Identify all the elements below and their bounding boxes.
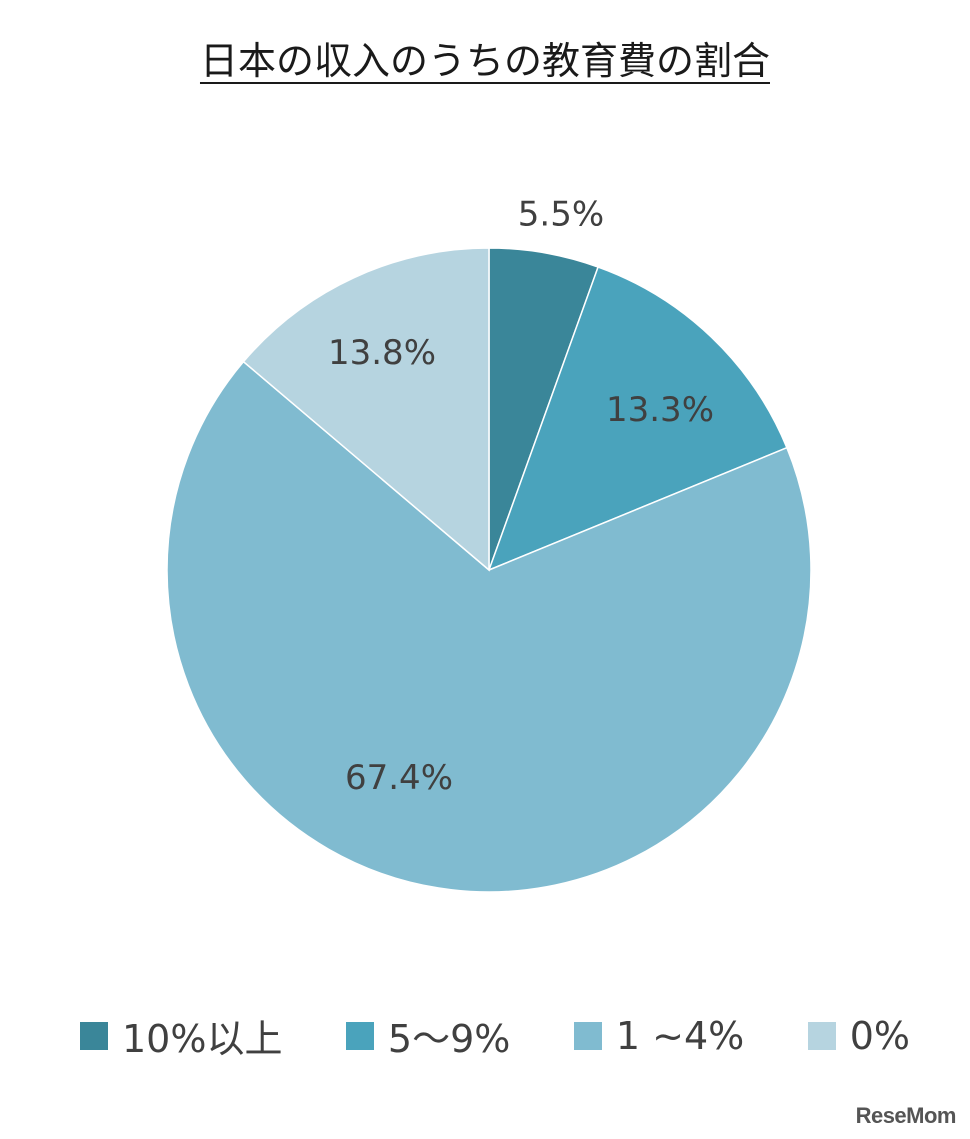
chart-title: 日本の収入のうちの教育費の割合 <box>199 39 770 83</box>
pie-slice-0 <box>242 247 490 572</box>
data-label: 13.8% <box>328 333 436 373</box>
pie-slice-1-4 <box>166 360 812 893</box>
chart-legend: 10%以上 5～9% 1 ~4% 0% <box>80 1008 910 1063</box>
data-label: 5.5% <box>518 195 604 235</box>
legend-item-1-4: 1 ~4% <box>573 1013 745 1058</box>
legend-swatch <box>345 1021 374 1050</box>
legend-label: 10%以上 <box>122 1017 283 1061</box>
legend-item-10-plus: 10%以上 <box>80 1008 282 1063</box>
legend-swatch <box>807 1021 836 1050</box>
legend-label: 5～9% <box>387 1017 511 1061</box>
legend-item-5-9: 5～9% <box>345 1008 511 1063</box>
legend-swatch <box>80 1021 108 1050</box>
legend-item-0: 0% <box>807 1013 910 1058</box>
pie-slice-5-9 <box>487 266 788 572</box>
legend-label: 0% <box>849 1013 910 1058</box>
data-label: 67.4% <box>345 758 453 798</box>
data-label: 13.3% <box>606 390 714 430</box>
legend-label: 1 ~4% <box>615 1013 745 1058</box>
resemom-logo: ReseMom <box>855 1103 957 1128</box>
legend-swatch <box>573 1021 602 1050</box>
pie-chart: 5.5% 13.3% 67.4% 13.8% <box>166 195 812 893</box>
